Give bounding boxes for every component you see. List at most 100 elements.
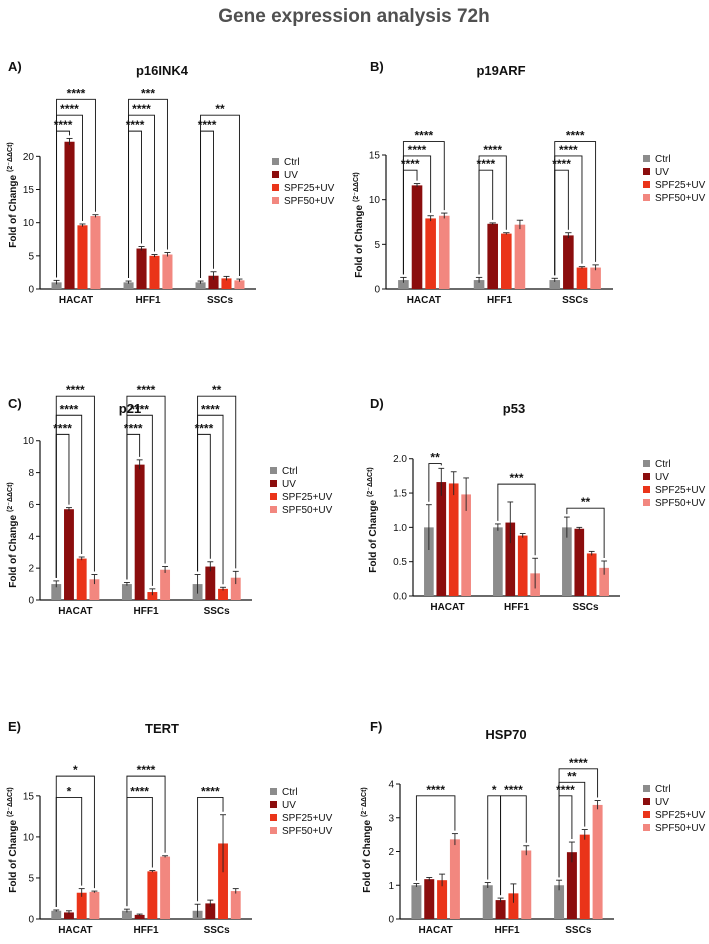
bar-uv — [563, 235, 574, 289]
significance-bracket — [128, 98, 168, 279]
significance-bracket — [55, 775, 95, 907]
bar-spf50-uv — [461, 494, 471, 596]
legend-entry: SPF50+UV — [655, 823, 706, 834]
chart-panel-0: A) p16INK4 0 5 10 15 20 Fold of Change (2⁻ΔΔCt) H… — [7, 59, 335, 306]
legend-swatch — [643, 785, 650, 792]
significance-label: **** — [126, 118, 145, 132]
bar-spf50-uv — [162, 254, 173, 289]
x-tick-label: SSCs — [572, 602, 599, 613]
bar-spf25-uv — [76, 558, 87, 600]
bar-spf50-uv — [230, 891, 241, 919]
y-axis-label-superscript: (2⁻ΔΔCt) — [7, 142, 14, 172]
y-tick-label: 2 — [28, 564, 34, 575]
bar-spf25-uv — [437, 880, 448, 919]
significance-label: * — [67, 784, 72, 798]
significance-bracket — [478, 155, 507, 275]
bar-spf50-uv — [521, 850, 532, 919]
significance-label: **** — [66, 383, 85, 397]
x-tick-label: HACAT — [419, 925, 453, 936]
legend-entry: SPF50+UV — [284, 196, 335, 207]
bar-uv — [136, 248, 147, 289]
significance-label: **** — [130, 784, 149, 798]
y-axis-label: Fold of Change (2⁻ΔΔCt) — [353, 172, 365, 277]
y-tick-label: 0.5 — [393, 557, 407, 568]
significance-label: * — [492, 783, 497, 797]
x-tick-label: HFF1 — [495, 925, 520, 936]
panel-label: A) — [8, 59, 22, 74]
bar-spf50-uv — [234, 280, 245, 289]
panel-label: C) — [8, 396, 22, 411]
significance-bracket — [200, 114, 240, 279]
y-tick-label: 10 — [23, 436, 35, 447]
legend-swatch — [270, 788, 277, 795]
significance-label: **** — [201, 784, 220, 798]
legend-entry: SPF50+UV — [282, 826, 333, 837]
y-axis-label-superscript: (2⁻ΔΔCt) — [7, 482, 14, 512]
bar-spf50-uv — [438, 215, 450, 289]
x-tick-label: SSCs — [204, 925, 231, 936]
bar-spf50-uv — [160, 569, 171, 600]
x-tick-label: HACAT — [58, 925, 92, 936]
legend-entry: UV — [284, 170, 298, 181]
y-tick-label: 0 — [28, 285, 34, 296]
y-tick-label: 1.5 — [393, 489, 407, 500]
y-tick-label: 8 — [28, 468, 34, 479]
significance-label: **** — [556, 783, 575, 797]
significance-bracket — [566, 507, 605, 558]
panel-label: F) — [370, 719, 382, 734]
y-tick-label: 2.0 — [393, 454, 407, 465]
y-axis-label-text: Fold of Change — [368, 500, 379, 573]
chart-title: p16INK4 — [136, 63, 189, 78]
x-tick-label: SSCs — [565, 925, 592, 936]
y-axis-label-text: Fold of Change — [8, 515, 19, 588]
x-tick-label: HFF1 — [134, 925, 159, 936]
significance-bracket — [500, 795, 527, 896]
x-tick-label: HACAT — [430, 602, 464, 613]
bar-spf50-uv — [590, 267, 601, 289]
legend-swatch — [643, 499, 650, 506]
bar-spf25-uv — [147, 871, 158, 919]
bar-spf50-uv — [449, 839, 460, 919]
significance-bracket — [554, 141, 597, 276]
legend-entry: UV — [655, 797, 669, 808]
y-axis-label-superscript: (2⁻ΔΔCt) — [353, 172, 360, 202]
legend-swatch — [270, 467, 277, 474]
chart-panel-3: D) p53 0.0 0.5 1.0 1.5 2.0 Fold of Change (2⁻ΔΔC… — [367, 396, 706, 613]
bar-uv — [424, 879, 435, 919]
bar-spf25-uv — [579, 834, 590, 919]
significance-label: **** — [483, 143, 502, 157]
legend-entry: SPF25+UV — [284, 183, 335, 194]
legend-entry: SPF25+UV — [655, 810, 706, 821]
y-tick-label: 4 — [28, 532, 34, 543]
bar-uv — [436, 482, 447, 596]
legend-swatch — [643, 798, 650, 805]
bar-spf50-uv — [514, 224, 526, 289]
panel-label: D) — [370, 396, 384, 411]
x-tick-label: HACAT — [59, 295, 93, 306]
legend-entry: Ctrl — [655, 459, 671, 470]
y-tick-label: 5 — [374, 240, 380, 251]
x-tick-label: HFF1 — [487, 295, 512, 306]
significance-label: ** — [581, 495, 591, 509]
bar-uv — [505, 522, 516, 596]
y-axis-label: Fold of Change (2⁻ΔΔCt) — [361, 787, 373, 892]
significance-bracket — [126, 775, 166, 907]
bar-spf25-uv — [221, 278, 232, 289]
legend-entry: SPF50+UV — [655, 193, 706, 204]
bar-spf25-uv — [218, 843, 228, 919]
significance-label: **** — [559, 143, 578, 157]
bar-spf50-uv — [89, 579, 100, 600]
y-axis-label-superscript: (2⁻ΔΔCt) — [367, 467, 374, 497]
y-tick-label: 15 — [369, 151, 381, 162]
significance-label: **** — [201, 402, 220, 416]
significance-bracket — [55, 797, 83, 907]
y-axis-label-superscript: (2⁻ΔΔCt) — [361, 787, 368, 817]
bar-ctrl — [493, 527, 503, 596]
chart-panel-1: B) p19ARF 0 5 10 15 Fold of Change (2⁻ΔΔCt) HACA… — [353, 59, 706, 306]
y-axis-label: Fold of Change (2⁻ΔΔCt) — [7, 482, 19, 587]
significance-label: **** — [408, 143, 427, 157]
bar-spf50-uv — [230, 577, 241, 600]
legend-swatch — [270, 827, 277, 834]
significance-bracket — [558, 768, 599, 878]
